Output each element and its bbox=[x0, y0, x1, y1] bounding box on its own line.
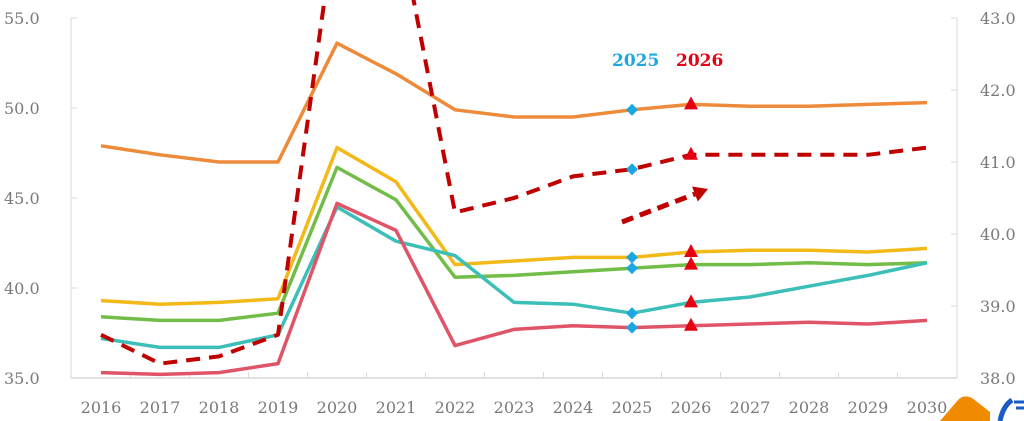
x-axis-tick-label: 2016 bbox=[81, 398, 122, 417]
x-axis-tick-label: 2027 bbox=[730, 398, 771, 417]
series-line-green bbox=[100, 165, 928, 323]
x-axis-tick-label: 2022 bbox=[435, 398, 476, 417]
x-axis-tick-label: 2030 bbox=[907, 398, 948, 417]
triangle-marker-icon bbox=[684, 256, 698, 270]
axes: 35.0 40.0 45.0 50.0 55.0 38.0 39.0 40.0 41.0 42.0… bbox=[4, 9, 1016, 417]
diamond-marker-icon bbox=[626, 163, 638, 176]
x-axis-tick-label: 2017 bbox=[140, 398, 181, 417]
series-line-orange bbox=[100, 41, 928, 164]
series-markers bbox=[626, 96, 698, 334]
triangle-marker-icon bbox=[684, 317, 698, 331]
diamond-marker-icon bbox=[626, 321, 638, 334]
x-axis-tick-label: 2025 bbox=[612, 398, 653, 417]
left-axis-tick-label: 40.0 bbox=[4, 279, 40, 298]
series-line-dashed bbox=[100, 0, 928, 366]
series-line-red bbox=[100, 201, 928, 377]
x-axis-tick-label: 2023 bbox=[494, 398, 535, 417]
x-axis-tick-label: 2020 bbox=[317, 398, 358, 417]
x-axis-tick-label: 2024 bbox=[553, 398, 594, 417]
x-axis-tick-label: 2019 bbox=[258, 398, 299, 417]
x-axis-tick-label: 2026 bbox=[671, 398, 712, 417]
x-axis-tick-label: 2021 bbox=[376, 398, 417, 417]
triangle-marker-icon bbox=[684, 294, 698, 308]
series-line-yellow bbox=[100, 145, 928, 306]
annotation-2025: 2025 bbox=[612, 51, 659, 71]
series-lines bbox=[100, 0, 928, 377]
right-axis-tick-label: 38.0 bbox=[980, 369, 1016, 388]
left-axis-tick-label: 50.0 bbox=[4, 99, 40, 118]
right-axis-tick-label: 43.0 bbox=[980, 9, 1016, 28]
left-axis-tick-label: 55.0 bbox=[4, 9, 40, 28]
right-axis-tick-label: 42.0 bbox=[980, 81, 1016, 100]
triangle-marker-icon bbox=[684, 244, 698, 257]
x-axis-tick-label: 2018 bbox=[199, 398, 240, 417]
right-axis-tick-label: 39.0 bbox=[980, 297, 1016, 316]
watermark-logo-icon bbox=[940, 396, 1024, 421]
x-axis-tick-label: 2029 bbox=[848, 398, 889, 417]
diamond-marker-icon bbox=[626, 262, 638, 275]
triangle-marker-icon bbox=[684, 146, 698, 160]
x-axis-tick-label: 2028 bbox=[789, 398, 830, 417]
right-axis-tick-label: 40.0 bbox=[980, 225, 1016, 244]
diamond-marker-icon bbox=[626, 103, 638, 116]
left-axis-tick-label: 35.0 bbox=[4, 369, 40, 388]
series-line-teal bbox=[100, 205, 928, 350]
trend-arrow-icon bbox=[621, 186, 708, 225]
right-axis-tick-label: 41.0 bbox=[980, 153, 1016, 172]
diamond-marker-icon bbox=[626, 307, 638, 320]
triangle-marker-icon bbox=[684, 96, 698, 110]
diamond-marker-icon bbox=[626, 251, 638, 264]
left-axis-tick-label: 45.0 bbox=[4, 189, 40, 208]
annotation-2026: 2026 bbox=[676, 51, 723, 71]
